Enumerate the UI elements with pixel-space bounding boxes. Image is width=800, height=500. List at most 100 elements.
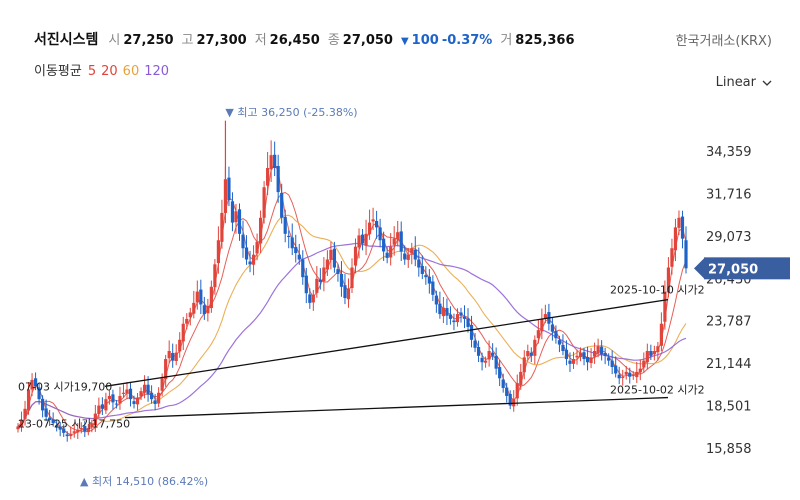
ma-5-line (17, 162, 687, 436)
ma-20-label[interactable]: 20 (101, 64, 118, 79)
candle-body (434, 295, 438, 305)
candle-body (628, 372, 632, 377)
candle-body (614, 365, 618, 374)
candle-body (280, 192, 284, 218)
lower-trendline[interactable] (124, 396, 669, 419)
candle-body (97, 405, 101, 415)
candle-body (364, 233, 368, 246)
candle-body (484, 360, 488, 363)
candle-body (561, 344, 565, 352)
candle-body (255, 241, 259, 254)
candle-body (104, 399, 108, 411)
candle-body (473, 340, 477, 348)
candle-body (677, 217, 681, 228)
candle-body (287, 235, 291, 238)
candle-body (100, 404, 104, 409)
ma-120-label[interactable]: 120 (144, 64, 170, 79)
candle-body (114, 403, 119, 405)
low-label: 저 (254, 33, 267, 48)
candle-body (596, 346, 600, 354)
candle-body (311, 294, 315, 303)
candle-body (459, 312, 463, 316)
lower-trendline-start-label: 23-07-25 시가17,750 (18, 418, 130, 431)
scale-selector[interactable]: Linear (716, 75, 772, 90)
candle-body (230, 201, 235, 223)
candle-body (90, 423, 94, 428)
candle-body (51, 419, 55, 424)
candle-body (16, 426, 20, 430)
candle-body (346, 288, 351, 300)
candle-body (128, 388, 133, 400)
ma-60-label[interactable]: 60 (122, 64, 140, 79)
candle-body (487, 351, 491, 360)
candle-body (564, 349, 569, 360)
candle-body (83, 426, 87, 432)
upper-trendline[interactable] (104, 298, 669, 387)
candle-body (318, 279, 322, 282)
candle-body (448, 314, 453, 319)
current-price-tag (704, 257, 790, 280)
candle-body (466, 318, 470, 327)
candle-body (424, 275, 428, 278)
candle-body (663, 291, 667, 322)
max-price-annotation: ▼ 최고 36,250 (-25.38%) (225, 106, 357, 119)
candle-body (237, 209, 242, 234)
change-value: 100 (411, 33, 439, 48)
candle-body (642, 360, 646, 368)
lower-trendline-end-label: 2025-10-02 시가2 (610, 384, 705, 397)
candle-body (150, 392, 154, 400)
ma-5-label[interactable]: 5 (87, 64, 97, 79)
down-arrow-icon: ▼ (400, 36, 409, 47)
candle-body (367, 222, 372, 235)
candle-body (522, 357, 526, 373)
candle-body (248, 261, 252, 265)
candle-body (23, 408, 27, 419)
candle-body (526, 351, 530, 357)
candle-body (315, 278, 319, 293)
low-value: 26,450 (269, 33, 320, 48)
candle-body (290, 237, 294, 249)
candle-body (157, 392, 161, 404)
moving-average-legend: 이동평균 5 20 60 120 (34, 60, 174, 79)
candle-body (206, 306, 210, 314)
candle-body (26, 389, 31, 411)
candle-body (680, 216, 685, 239)
candle-body (350, 267, 354, 288)
candle-body (420, 265, 424, 274)
close-value: 27,050 (342, 33, 393, 48)
candle-body (62, 428, 66, 433)
candle-body (202, 305, 206, 315)
candle-body (455, 314, 460, 323)
y-tick-label: 21,144 (706, 357, 752, 372)
candle-body (389, 246, 393, 258)
candle-body (410, 248, 414, 254)
candle-body (132, 401, 136, 404)
candle-body (325, 259, 329, 270)
candle-body (469, 324, 474, 340)
candle-body (329, 249, 333, 260)
candle-body (258, 217, 263, 244)
candle-body (431, 281, 435, 295)
candle-body (167, 351, 171, 359)
candle-body (403, 253, 407, 260)
candle-body (188, 312, 192, 318)
candle-body (276, 165, 280, 193)
candle-body (33, 378, 38, 387)
candle-body (603, 353, 607, 356)
candle-body (213, 264, 217, 288)
candle-body (582, 352, 586, 360)
candle-body (58, 426, 62, 430)
candle-body (441, 307, 446, 317)
min-price-annotation: ▲ 최저 14,510 (86.42%) (80, 475, 208, 488)
candle-body (452, 320, 456, 323)
candle-body (322, 267, 326, 282)
candle-body (220, 212, 224, 242)
upper-trendline-end-label: 2025-10-10 시가2 (610, 284, 705, 297)
candle-body (266, 168, 270, 186)
candle-body (508, 393, 512, 406)
candle-body (125, 389, 129, 394)
candle-body (543, 314, 547, 319)
candle-body (427, 276, 431, 284)
candle-body (107, 395, 112, 400)
